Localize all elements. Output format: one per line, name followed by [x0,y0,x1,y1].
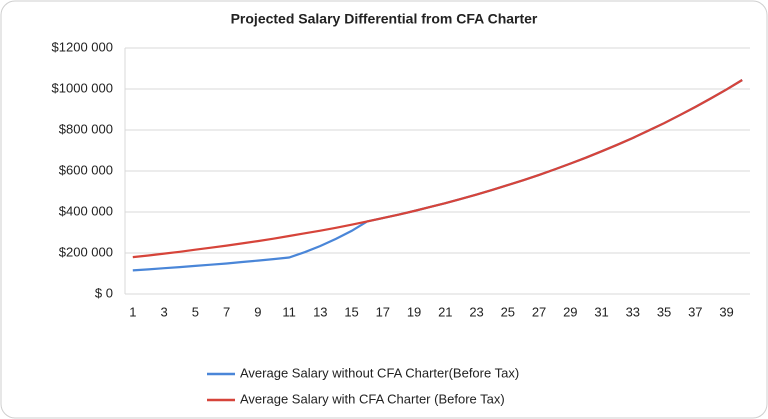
y-tick-label: $800 000 [59,121,113,136]
x-tick-label: 21 [438,304,452,319]
y-tick-label: $1000 000 [52,80,113,95]
x-tick-label: 23 [469,304,483,319]
legend-label: Average Salary without CFA Charter(Befor… [240,365,519,380]
y-tick-label: $200 000 [59,244,113,259]
x-tick-label: 11 [282,304,296,319]
chart-title: Projected Salary Differential from CFA C… [231,11,538,27]
y-tick-label: $1200 000 [52,39,113,54]
x-tick-label: 25 [501,304,515,319]
x-tick-label: 37 [688,304,702,319]
x-tick-label: 1 [129,304,136,319]
series-line [132,79,743,259]
y-tick-label: $600 000 [59,162,113,177]
x-tick-label: 5 [192,304,199,319]
x-tick-label: 17 [376,304,390,319]
x-tick-label: 39 [719,304,733,319]
x-tick-label: 13 [313,304,327,319]
x-tick-label: 15 [344,304,358,319]
x-tick-label: 19 [407,304,421,319]
x-tick-label: 29 [563,304,577,319]
y-tick-label: $ 0 [95,285,113,300]
x-tick-label: 7 [223,304,230,319]
x-tick-label: 35 [657,304,671,319]
y-tick-label: $400 000 [59,203,113,218]
x-tick-label: 9 [254,304,261,319]
x-tick-label: 3 [160,304,167,319]
x-tick-label: 31 [594,304,608,319]
x-tick-label: 27 [532,304,546,319]
legend-label: Average Salary with CFA Charter (Before … [240,391,505,406]
x-tick-label: 33 [626,304,640,319]
